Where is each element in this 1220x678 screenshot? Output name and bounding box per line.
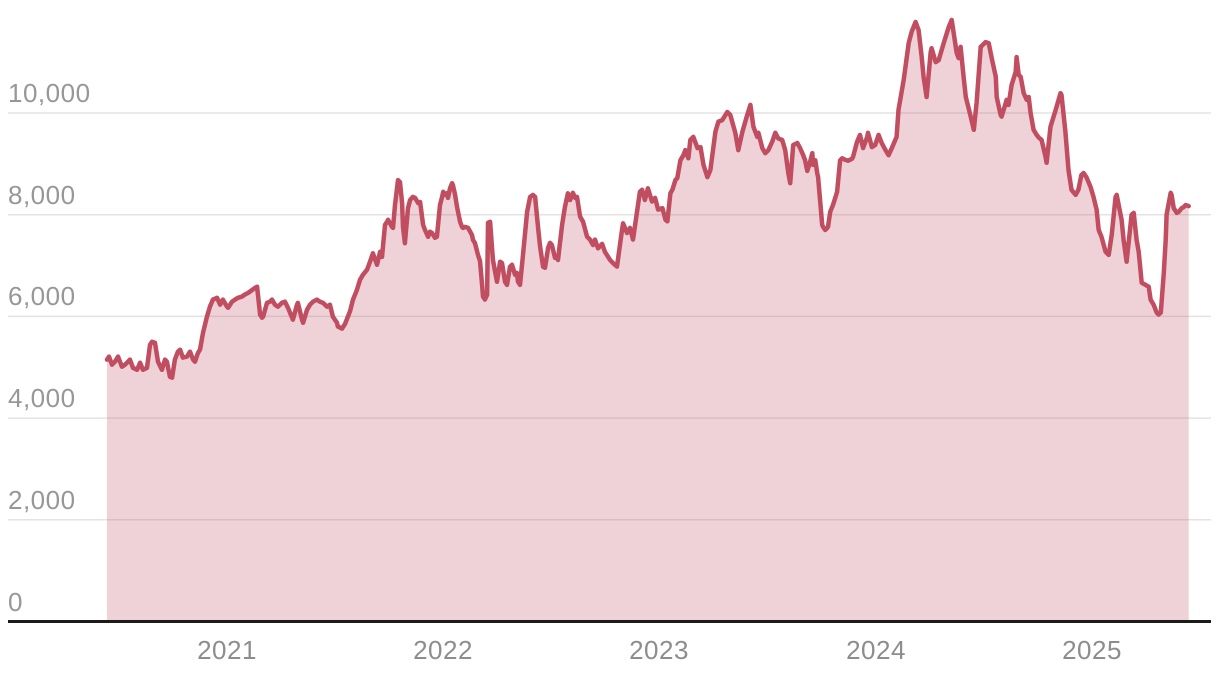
x-axis-label-2021: 2021: [197, 635, 257, 665]
y-axis-label-6000: 6,000: [8, 281, 76, 311]
x-axis-label-2024: 2024: [846, 635, 906, 665]
x-axis-label-2023: 2023: [629, 635, 689, 665]
y-axis-label-2000: 2,000: [8, 485, 76, 515]
y-axis-label-8000: 8,000: [8, 180, 76, 210]
y-axis-label-10000: 10,000: [8, 78, 91, 108]
price-line: [104, 17, 1191, 380]
y-axis-label-4000: 4,000: [8, 383, 76, 413]
y-axis-label-0: 0: [8, 587, 23, 617]
x-axis-label-2022: 2022: [413, 635, 473, 665]
area-fill: [107, 19, 1189, 622]
x-axis-label-2025: 2025: [1062, 635, 1122, 665]
